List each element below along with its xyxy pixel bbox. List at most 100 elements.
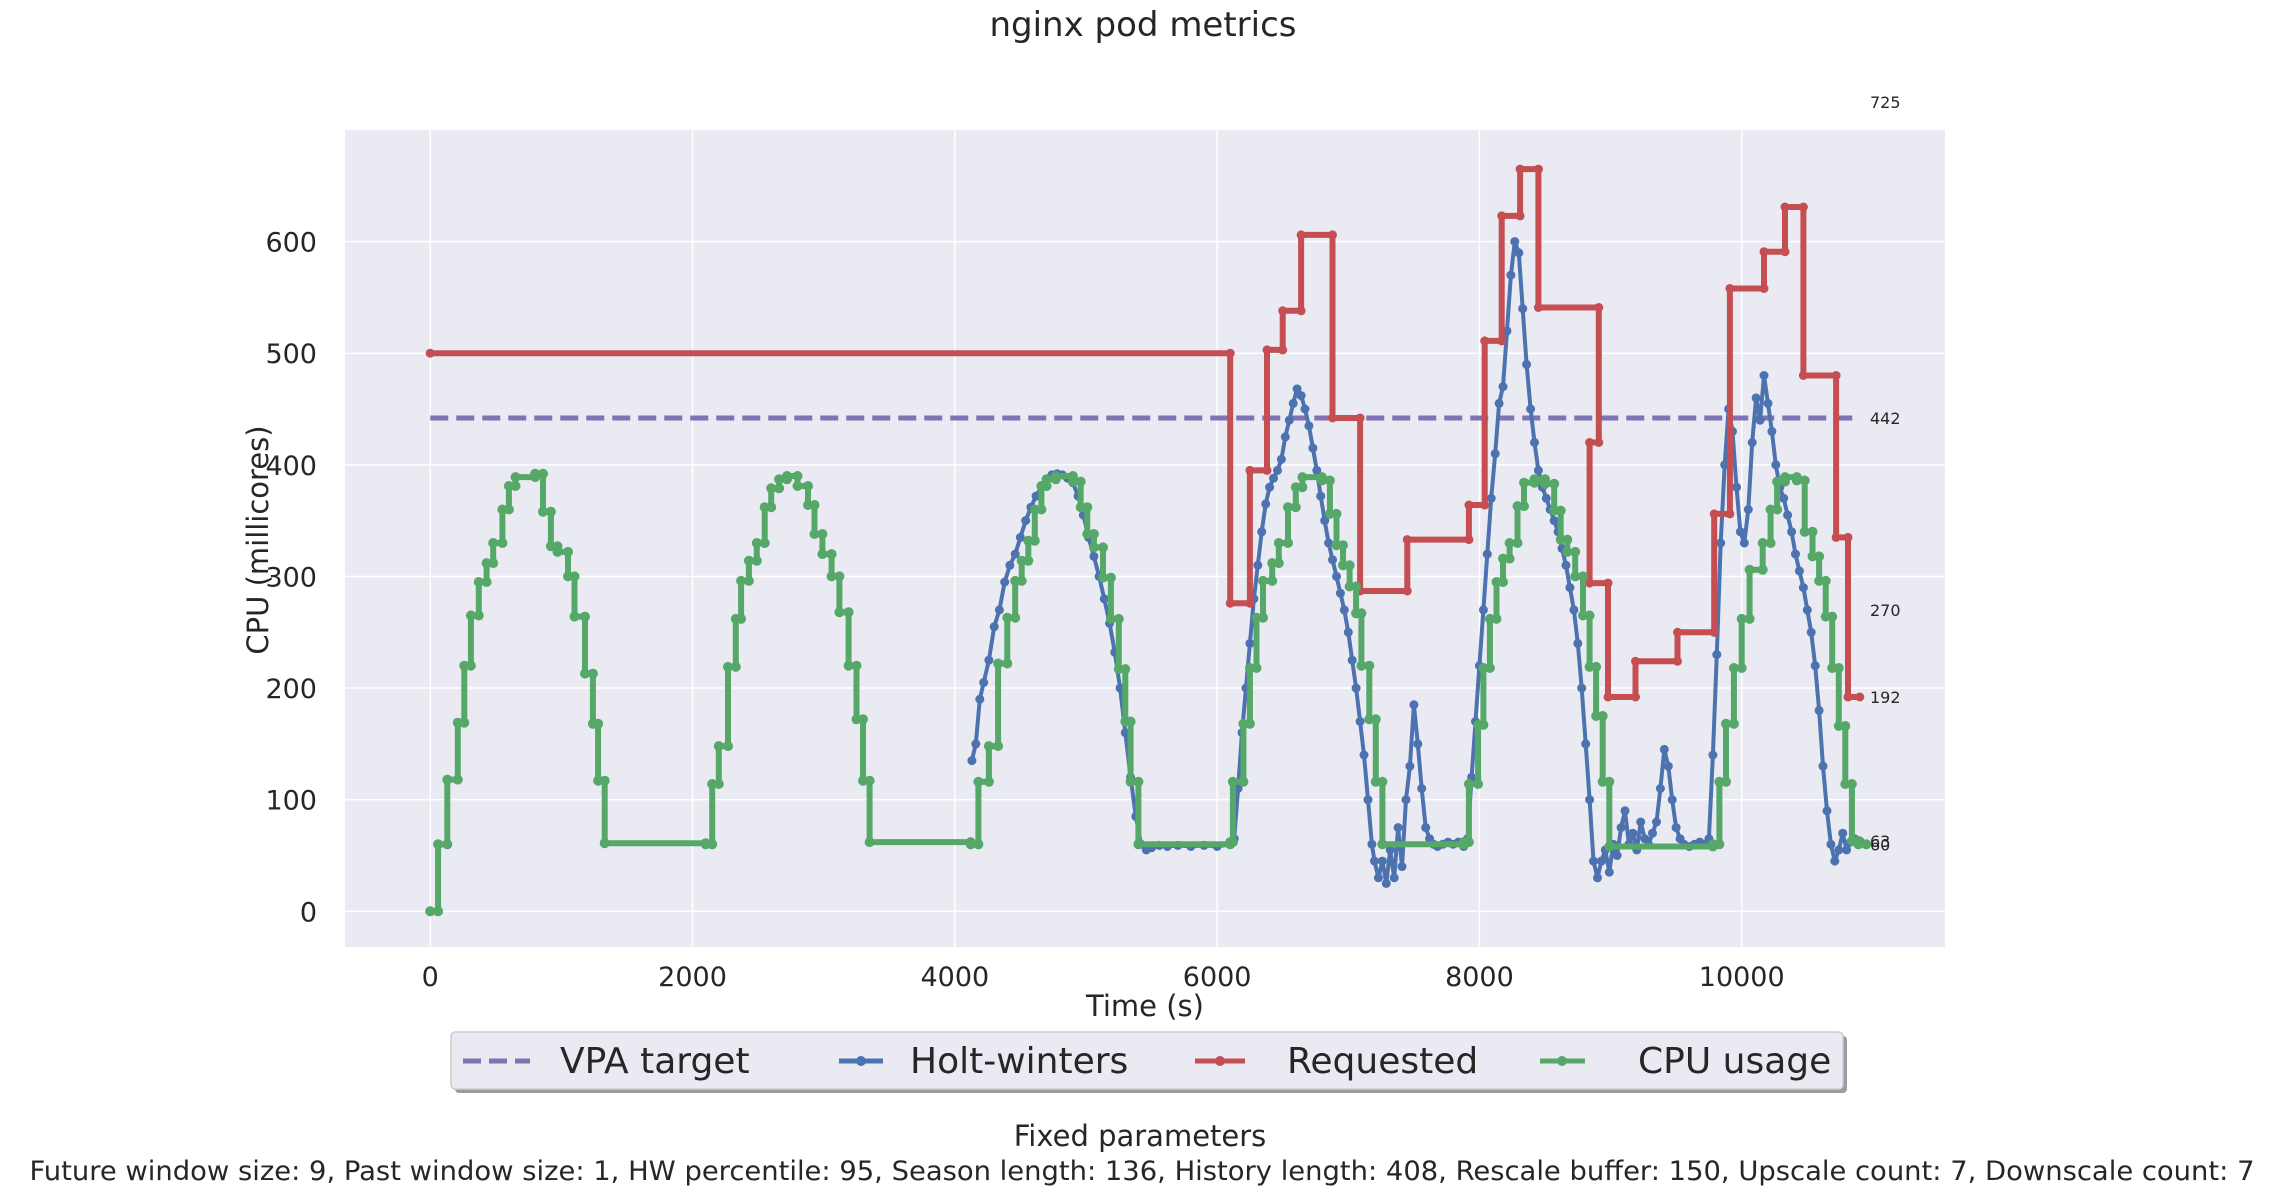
data-point-requested	[1497, 211, 1507, 221]
data-point-cpu-usage	[1088, 542, 1099, 553]
data-point-holt-winters	[1628, 828, 1638, 838]
data-point-holt-winters	[1671, 823, 1681, 833]
series-line-requested	[427, 166, 1863, 700]
data-point-holt-winters	[1708, 750, 1718, 760]
data-point-holt-winters	[1834, 845, 1844, 855]
data-point-cpu-usage	[1799, 475, 1810, 486]
data-point-holt-winters	[1413, 739, 1423, 749]
data-point-cpu-usage	[1562, 546, 1573, 557]
data-point-holt-winters	[971, 739, 981, 749]
data-point-holt-winters	[1596, 856, 1606, 866]
data-point-holt-winters	[1743, 505, 1753, 514]
data-point-cpu-usage	[1780, 472, 1790, 483]
data-point-cpu-usage	[774, 474, 785, 485]
legend-label-vpa-target: VPA target	[560, 1041, 750, 1082]
data-point-cpu-usage	[1036, 504, 1047, 515]
data-point-holt-winters	[1332, 571, 1341, 581]
data-point-cpu-usage	[459, 717, 470, 728]
data-point-cpu-usage	[1133, 839, 1144, 850]
data-point-requested	[1480, 500, 1490, 510]
data-point-cpu-usage	[1273, 538, 1284, 548]
data-point-requested	[1480, 336, 1490, 346]
data-point-cpu-usage	[1529, 474, 1540, 485]
data-point-cpu-usage	[1765, 538, 1776, 548]
data-point-holt-winters	[1655, 784, 1665, 793]
data-point-holt-winters	[989, 622, 999, 632]
data-point-holt-winters	[1373, 873, 1383, 883]
legend-label-holt-winters: Holt-winters	[910, 1041, 1128, 1082]
data-point-cpu-usage	[1002, 658, 1013, 669]
data-point-requested	[1278, 345, 1288, 355]
data-point-cpu-usage	[1562, 534, 1573, 545]
data-point-holt-winters	[1005, 560, 1015, 570]
data-point-holt-winters	[1771, 460, 1781, 470]
data-point-requested	[1296, 306, 1306, 316]
data-point-requested	[1515, 211, 1525, 221]
data-point-holt-winters	[1522, 359, 1532, 369]
data-point-requested	[1603, 578, 1613, 588]
data-point-cpu-usage	[1016, 575, 1027, 586]
data-point-holt-winters	[1280, 432, 1290, 442]
data-point-requested	[1328, 230, 1337, 240]
data-point-cpu-usage	[1029, 535, 1040, 546]
data-point-holt-winters	[1328, 555, 1337, 565]
data-point-cpu-usage	[488, 558, 499, 569]
data-point-holt-winters	[1010, 549, 1020, 559]
data-point-holt-winters	[1021, 516, 1031, 526]
data-point-requested	[1515, 164, 1525, 174]
data-point-cpu-usage	[736, 613, 747, 624]
data-point-requested	[1673, 656, 1682, 666]
data-point-cpu-usage	[864, 775, 875, 786]
data-point-cpu-usage	[1041, 474, 1052, 485]
x-tick-label: 8000	[1445, 962, 1514, 993]
data-point-cpu-usage	[1597, 711, 1608, 721]
data-point-holt-winters	[1791, 549, 1800, 559]
end-label: 192	[1870, 688, 1901, 707]
data-point-holt-winters	[1245, 638, 1255, 648]
data-point-requested	[1402, 586, 1412, 596]
data-point-cpu-usage	[1484, 663, 1495, 673]
data-point-cpu-usage	[1840, 721, 1851, 731]
data-point-holt-winters	[1526, 404, 1536, 414]
data-point-holt-winters	[1389, 873, 1399, 883]
data-point-cpu-usage	[545, 506, 556, 517]
data-point-cpu-usage	[1799, 526, 1810, 537]
data-point-cpu-usage	[580, 611, 590, 622]
legend-label-requested: Requested	[1287, 1041, 1478, 1082]
data-point-cpu-usage	[1267, 575, 1278, 586]
data-point-cpu-usage	[1105, 572, 1116, 583]
data-point-holt-winters	[1767, 426, 1777, 436]
data-point-holt-winters	[1351, 683, 1361, 693]
data-point-cpu-usage	[1227, 837, 1238, 848]
data-point-cpu-usage	[1540, 478, 1550, 489]
data-point-cpu-usage	[503, 504, 514, 515]
data-point-cpu-usage	[1757, 538, 1768, 548]
data-point-cpu-usage	[1227, 776, 1238, 787]
data-point-cpu-usage	[465, 660, 476, 671]
data-point-holt-winters	[1747, 438, 1757, 447]
data-point-cpu-usage	[1498, 577, 1508, 587]
data-point-requested	[1759, 247, 1769, 257]
end-label: 270	[1870, 601, 1901, 620]
data-point-requested	[1780, 202, 1790, 212]
data-point-cpu-usage	[563, 546, 573, 557]
data-point-cpu-usage	[488, 538, 499, 548]
data-point-cpu-usage	[809, 500, 820, 510]
x-tick-label: 0	[422, 962, 439, 993]
data-point-cpu-usage	[707, 839, 718, 850]
data-point-cpu-usage	[1604, 841, 1615, 852]
data-point-holt-winters	[1261, 499, 1271, 509]
data-point-holt-winters	[1385, 845, 1395, 855]
data-point-cpu-usage	[993, 658, 1004, 669]
data-point-cpu-usage	[843, 607, 854, 618]
data-point-cpu-usage	[817, 549, 828, 560]
data-point-holt-winters	[1381, 878, 1391, 888]
data-point-cpu-usage	[743, 575, 754, 586]
data-point-holt-winters	[1510, 237, 1520, 247]
data-point-requested	[1585, 578, 1595, 588]
data-point-holt-winters	[1347, 655, 1357, 665]
data-point-holt-winters	[1335, 588, 1345, 598]
data-point-cpu-usage	[1519, 477, 1529, 488]
data-point-cpu-usage	[965, 839, 976, 850]
